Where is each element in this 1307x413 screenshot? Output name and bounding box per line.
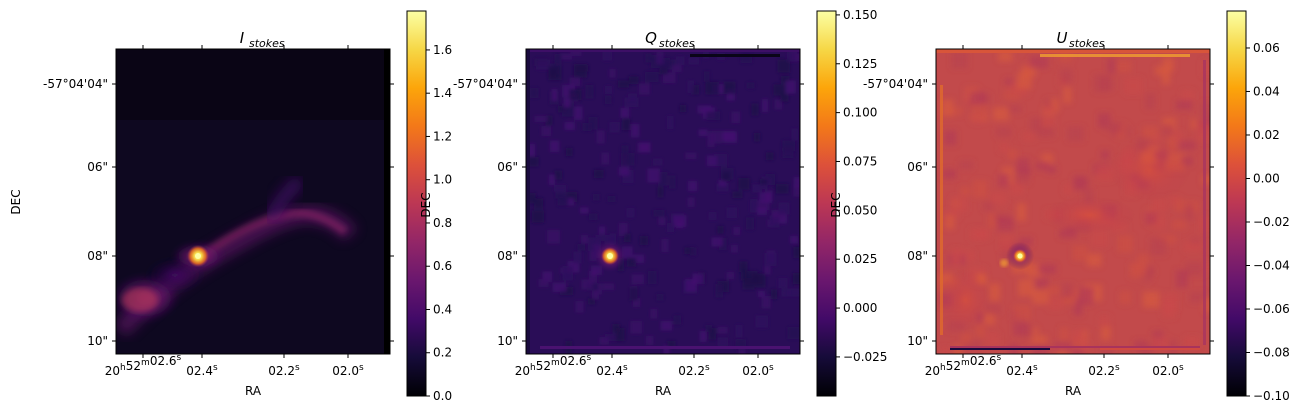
q-axes: 20h52m02.6s 02.4s 02.2s 02.0s -57°04'04" 06" 0… (453, 45, 804, 378)
i-xlabel: RA (245, 384, 262, 398)
i-y-tick-label: -57°04'04" (43, 77, 108, 91)
i-x-tick-label: 02.0s (332, 363, 364, 378)
u-y-tick-label: 08" (907, 249, 928, 263)
i-y-tick-label: 06" (87, 160, 108, 174)
q-y-tick-label: 06" (497, 160, 518, 174)
u-colorbar-tick-label: −0.04 (1253, 258, 1290, 272)
u-colorbar-ticks: −0.10 −0.08 −0.06 −0.04 −0.02 0.00 0.02 0.04 0.0… (1246, 41, 1290, 403)
u-colorbar-tick-label: −0.02 (1253, 215, 1290, 229)
u-colorbar-tick-label: −0.08 (1253, 345, 1290, 359)
q-x-tick-label: 02.4s (596, 363, 628, 378)
q-colorbar (816, 10, 837, 397)
i-colorbar-tick-label: 1.6 (433, 43, 452, 57)
q-title-sub: stokes (659, 37, 695, 50)
q-colorbar-tick-label: 0.100 (843, 106, 877, 120)
i-colorbar-tick-label: 0.6 (433, 259, 452, 273)
i-colorbar-tick-label: 0.0 (433, 389, 452, 403)
i-colorbar-tick-label: 0.4 (433, 302, 452, 316)
u-x-tick-label: 20h52m02.6s (925, 353, 1002, 378)
i-title-sub: stokes (249, 37, 285, 50)
u-x-tick-label: 02.4s (1006, 363, 1038, 378)
u-title-sub: stokes (1069, 37, 1105, 50)
i-y-tick-label: 10" (87, 334, 108, 348)
i-x-tick-label: 02.2s (268, 363, 300, 378)
q-colorbar-ticks: −0.025 0.000 0.025 0.050 0.075 0.100 0.125 0.15… (836, 8, 887, 364)
u-axes-frame (935, 48, 1211, 355)
u-colorbar-tick-label: 0.02 (1253, 128, 1280, 142)
i-y-tick-label: 08" (87, 249, 108, 263)
u-x-tick-label: 02.0s (1152, 363, 1184, 378)
i-colorbar-tick-label: 0.2 (433, 346, 452, 360)
u-x-tick-label: 02.2s (1088, 363, 1120, 378)
u-colorbar-tick-label: 0.04 (1253, 84, 1280, 98)
panel-u-stokes: 20h52m02.6s 02.4s 02.2s 02.0s -57°04'04" 06" 0… (829, 10, 1290, 403)
q-axes-frame (525, 48, 801, 355)
i-title-main: I (240, 29, 245, 47)
q-colorbar-tick-label: 0.025 (843, 252, 877, 266)
i-axes: 20h52m02.6s 02.4s 02.2s 02.0s -57°04'04" 06" 0… (43, 45, 394, 378)
u-colorbar-tick-label: −0.06 (1253, 302, 1290, 316)
q-image (526, 49, 800, 354)
q-x-tick-label: 02.0s (742, 363, 774, 378)
i-axes-frame (115, 48, 391, 355)
u-y-tick-label: 10" (907, 334, 928, 348)
i-image (116, 49, 390, 354)
q-colorbar-tick-label: 0.125 (843, 57, 877, 71)
u-colorbar (1226, 10, 1247, 397)
panel-i-stokes: 20h52m02.6s 02.4s 02.2s 02.0s -57°04'04" 06" 0… (9, 10, 452, 403)
q-y-tick-label: 08" (497, 249, 518, 263)
q-title-main: Q (645, 29, 657, 47)
u-image (936, 49, 1210, 354)
q-y-tick-label: -57°04'04" (453, 77, 518, 91)
u-colorbar-tick-label: −0.10 (1253, 389, 1290, 403)
i-title: I stokes (240, 29, 285, 50)
q-title: Q stokes (645, 29, 695, 50)
q-xlabel: RA (655, 384, 672, 398)
u-axes: 20h52m02.6s 02.4s 02.2s 02.0s -57°04'04" 06" 0… (863, 45, 1214, 378)
panel-q-stokes: 20h52m02.6s 02.4s 02.2s 02.0s -57°04'04" 06" 0… (419, 8, 887, 398)
u-xlabel: RA (1065, 384, 1082, 398)
i-colorbar (406, 10, 427, 397)
i-colorbar-ticks: 0.0 0.2 0.4 0.6 0.8 1.0 1.2 1.4 1.6 (426, 43, 452, 403)
q-colorbar-tick-label: 0.150 (843, 8, 877, 22)
i-colorbar-tick-label: 1.0 (433, 173, 452, 187)
q-colorbar-tick-label: −0.025 (843, 350, 887, 364)
i-x-tick-label: 02.4s (186, 363, 218, 378)
q-x-tick-label: 02.2s (678, 363, 710, 378)
i-ylabel: DEC (9, 189, 23, 214)
u-y-tick-label: 06" (907, 160, 928, 174)
q-ylabel: DEC (419, 192, 433, 217)
q-colorbar-tick-label: 0.075 (843, 154, 877, 168)
q-colorbar-tick-label: 0.050 (843, 203, 877, 217)
q-colorbar-tick-label: 0.000 (843, 301, 877, 315)
q-y-tick-label: 10" (497, 334, 518, 348)
u-y-tick-label: -57°04'04" (863, 77, 928, 91)
i-x-tick-label: 20h52m02.6s (105, 353, 182, 378)
u-title: U stokes (1057, 29, 1105, 50)
u-colorbar-tick-label: 0.00 (1253, 171, 1280, 185)
u-ylabel: DEC (829, 192, 843, 217)
q-x-tick-label: 20h52m02.6s (515, 353, 592, 378)
i-colorbar-tick-label: 1.4 (433, 86, 452, 100)
u-colorbar-tick-label: 0.06 (1253, 41, 1280, 55)
i-colorbar-tick-label: 0.8 (433, 216, 452, 230)
u-title-main: U (1057, 29, 1068, 47)
i-colorbar-tick-label: 1.2 (433, 129, 452, 143)
